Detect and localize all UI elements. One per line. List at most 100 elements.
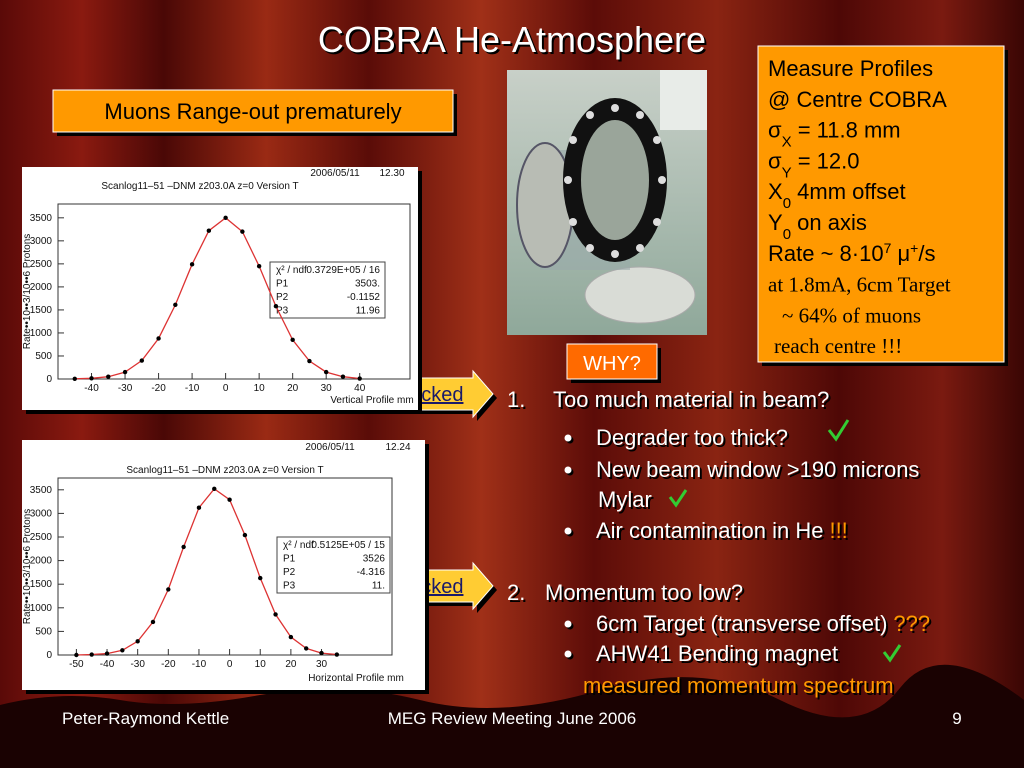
stats-value: -4.316 bbox=[357, 567, 386, 578]
info-line: Y0 on axis bbox=[768, 210, 867, 243]
stats-box bbox=[269, 261, 386, 319]
data-point bbox=[258, 575, 263, 581]
stats-name: P3 bbox=[283, 581, 296, 592]
emphasis: !!! bbox=[829, 518, 847, 543]
note: measured momentum spectrum bbox=[583, 673, 894, 698]
data-point bbox=[139, 358, 145, 363]
plot-frame bbox=[57, 477, 393, 656]
plot-date: 2006/05/11 bbox=[305, 442, 355, 453]
data-point bbox=[304, 646, 309, 651]
data-point bbox=[290, 337, 295, 343]
bullet-text: 6cm Target (transverse offset)??? bbox=[596, 611, 930, 636]
superscript: 7 bbox=[884, 240, 892, 256]
x-tick-label: 10 bbox=[255, 659, 267, 670]
bullet-text: AHW41 Bending magnet bbox=[596, 641, 838, 666]
x-tick-label: 30 bbox=[316, 659, 328, 670]
subscript: 0 bbox=[783, 195, 791, 212]
data-point bbox=[74, 652, 79, 658]
info-line: @ Centre COBRA bbox=[768, 87, 947, 112]
y-tick-label: 3000 bbox=[30, 236, 53, 247]
y-tick-label: 2500 bbox=[30, 259, 53, 270]
plot-title: Scanlog11–51 –DNM z203.0A z=0 Version T bbox=[126, 465, 323, 476]
title: COBRA He-Atmosphere bbox=[318, 19, 706, 60]
text: μ bbox=[891, 241, 910, 266]
y-tick-label: 1500 bbox=[30, 579, 53, 590]
text: Air contamination in He bbox=[596, 518, 823, 543]
x-tick-label: 20 bbox=[285, 659, 297, 670]
y-tick-label: 1000 bbox=[30, 328, 53, 339]
x-tick-label: -40 bbox=[100, 659, 115, 670]
x-tick-label: 10 bbox=[254, 383, 266, 394]
data-point bbox=[156, 336, 161, 341]
plot-time: 12.24 bbox=[385, 442, 410, 453]
text: X bbox=[768, 179, 783, 204]
bullet-text: New beam window >190 microns bbox=[596, 457, 919, 482]
stats-name: P2 bbox=[283, 567, 296, 578]
info-line: σY = 12.0 bbox=[768, 148, 859, 181]
x-tick-label: -10 bbox=[185, 383, 200, 394]
data-point bbox=[240, 229, 245, 234]
bullet-text: Degrader too thick? bbox=[596, 425, 788, 450]
stats-name: P1 bbox=[276, 279, 289, 290]
x-tick-label: -20 bbox=[151, 383, 166, 394]
info-line: reach centre !!! bbox=[774, 334, 902, 358]
x-tick-label: 40 bbox=[354, 383, 366, 394]
data-point bbox=[122, 369, 128, 375]
subtitle: Muons Range-out prematurely bbox=[104, 99, 401, 124]
floor bbox=[0, 664, 1024, 768]
text: = 12.0 bbox=[792, 148, 860, 173]
y-tick-label: 1000 bbox=[30, 603, 53, 614]
y-tick-label: 2500 bbox=[30, 532, 53, 543]
stats-value: 11.96 bbox=[356, 306, 381, 317]
info-line: at 1.8mA, 6cm Target bbox=[768, 273, 951, 297]
y-tick-label: 3500 bbox=[30, 485, 53, 496]
data-point bbox=[288, 634, 294, 640]
text: ~ 64% of muons bbox=[782, 303, 921, 327]
stats-name: χ² / ndf bbox=[276, 265, 307, 276]
x-tick-label: 0 bbox=[227, 659, 233, 670]
x-axis-label: Horizontal Profile mm bbox=[308, 673, 404, 684]
text: Rate ~ 8·10 bbox=[768, 241, 884, 266]
stats-value: 3526 bbox=[363, 554, 386, 565]
footer-author: Peter-Raymond Kettle bbox=[62, 709, 229, 728]
fit-curve bbox=[76, 487, 337, 656]
stats-value: 0.5125E+05 / 15 bbox=[311, 540, 385, 551]
y-tick-label: 1500 bbox=[30, 305, 53, 316]
data-point bbox=[72, 376, 77, 381]
y-tick-label: 3500 bbox=[30, 213, 53, 224]
text: σ bbox=[768, 118, 782, 143]
data-point bbox=[181, 544, 186, 550]
data-point bbox=[256, 263, 262, 269]
stats-value: -0.1152 bbox=[347, 292, 381, 303]
data-point bbox=[319, 650, 324, 656]
why-box bbox=[566, 343, 658, 380]
y-tick-label: 2000 bbox=[30, 282, 53, 293]
y-axis-label: Rate••10••3/10••6 Protons bbox=[22, 234, 33, 350]
data-point bbox=[227, 497, 232, 502]
x-tick-label: -50 bbox=[69, 659, 84, 670]
data-point bbox=[212, 486, 217, 492]
x-axis-label: Vertical Profile mm bbox=[330, 395, 413, 406]
stats-name: P2 bbox=[276, 292, 289, 303]
stats-name: χ² / ndf bbox=[283, 540, 314, 551]
item-text: Momentum too low? bbox=[545, 580, 743, 605]
data-point bbox=[106, 374, 111, 379]
data-point bbox=[189, 262, 195, 267]
emphasis: ??? bbox=[893, 611, 930, 636]
y-tick-label: 3000 bbox=[30, 508, 53, 519]
subscript: 0 bbox=[783, 226, 791, 243]
x-tick-label: 30 bbox=[321, 383, 333, 394]
x-tick-label: -30 bbox=[118, 383, 133, 394]
stats-value: 3503. bbox=[355, 279, 380, 290]
data-point bbox=[206, 228, 212, 233]
data-point bbox=[173, 302, 178, 308]
subtitle-box bbox=[52, 89, 454, 133]
text: = 11.8 mm bbox=[792, 118, 901, 143]
data-point bbox=[89, 376, 94, 381]
text: at 1.8mA, 6cm Target bbox=[768, 273, 951, 297]
item-number: 1. bbox=[507, 387, 525, 412]
plot-frame bbox=[57, 203, 411, 380]
item-text: Too much material in beam? bbox=[553, 387, 829, 412]
stats-name: P3 bbox=[276, 306, 289, 317]
